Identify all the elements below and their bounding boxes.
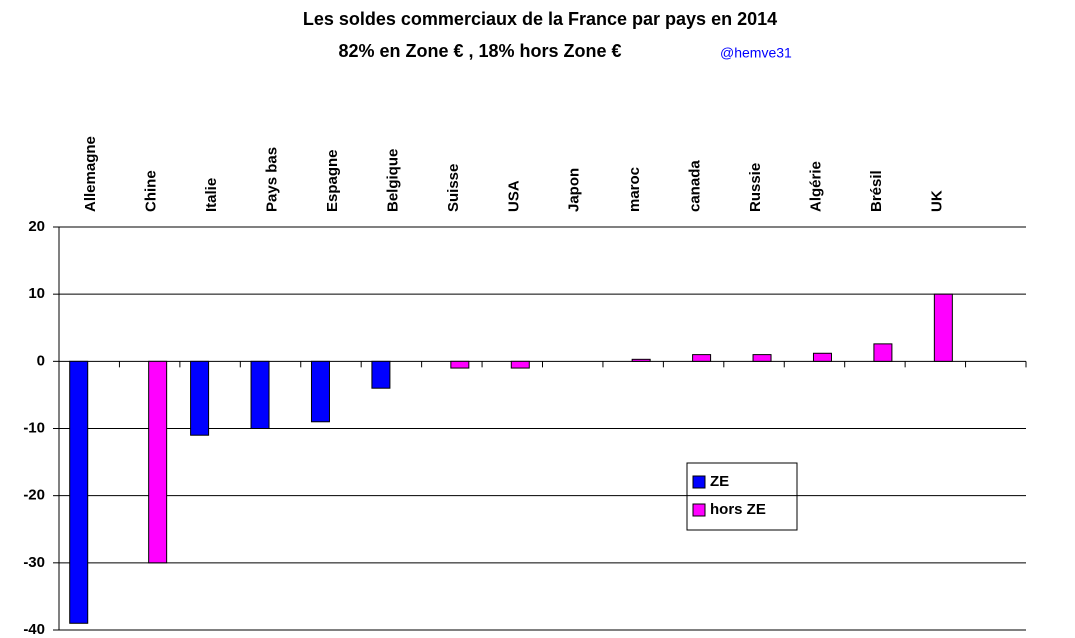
x-tick-label: maroc <box>626 167 643 212</box>
y-tick-label: 0 <box>37 352 45 369</box>
bar <box>692 354 712 362</box>
chart-title: Les soldes commerciaux de la France par … <box>303 9 777 29</box>
x-tick-label: Japon <box>566 168 583 212</box>
x-tick-label: Belgique <box>384 149 401 212</box>
bar <box>631 358 651 362</box>
bar <box>148 360 168 564</box>
y-tick-label: -40 <box>23 621 45 638</box>
x-tick-label: Pays bas <box>264 147 281 212</box>
bar <box>310 360 330 423</box>
y-tick-label: -10 <box>23 419 45 436</box>
bar <box>371 360 391 389</box>
y-tick-label: 20 <box>28 218 45 235</box>
legend-label: ZE <box>710 473 729 490</box>
x-tick-label: Espagne <box>324 149 341 212</box>
x-tick-label: Suisse <box>445 164 462 212</box>
legend-box <box>686 462 798 531</box>
legend-swatch <box>692 503 706 517</box>
bar <box>69 360 89 624</box>
bar <box>812 352 832 362</box>
legend-swatch <box>692 475 706 489</box>
bar <box>752 354 772 362</box>
x-tick-label: canada <box>687 160 704 212</box>
x-tick-label: Russie <box>747 163 764 212</box>
x-tick-label: Algérie <box>807 161 824 212</box>
y-tick-label: -30 <box>23 554 45 571</box>
bar <box>510 360 530 369</box>
annotation: @hemve31 <box>720 45 792 61</box>
chart-subtitle: 82% en Zone € , 18% hors Zone € <box>338 41 621 61</box>
bar <box>873 343 893 362</box>
bar <box>190 360 210 436</box>
y-tick-label: -20 <box>23 487 45 504</box>
x-tick-label: Italie <box>203 178 220 212</box>
x-tick-label: UK <box>928 190 945 212</box>
bar <box>450 360 470 369</box>
x-tick-label: Brésil <box>868 170 885 212</box>
bar <box>250 360 270 430</box>
bar <box>933 293 953 362</box>
x-tick-label: Chine <box>143 170 160 212</box>
x-tick-label: USA <box>505 180 522 212</box>
legend-label: hors ZE <box>710 501 766 518</box>
y-tick-label: 10 <box>28 285 45 302</box>
x-tick-label: Allemagne <box>82 136 99 212</box>
